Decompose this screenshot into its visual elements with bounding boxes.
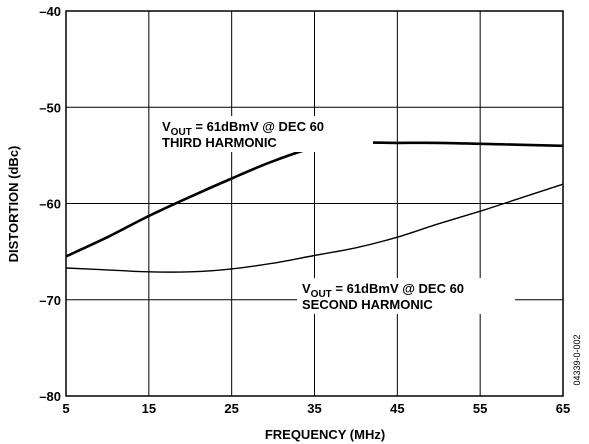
series-line-second-harmonic bbox=[65, 183, 564, 273]
second-harmonic-label-line1: VOUT = 61dBmV @ DEC 60 bbox=[302, 281, 464, 300]
tick-labels: 5 15 25 35 45 55 65 –80 –70 –60 –50 –40 bbox=[39, 4, 570, 416]
third-harmonic-label-bg bbox=[157, 116, 373, 152]
second-harmonic-label-line2: SECOND HARMONIC bbox=[302, 297, 433, 312]
y-axis-title: DISTORTION (dBc) bbox=[6, 146, 21, 263]
plot-frame bbox=[65, 10, 564, 397]
x-tick-label: 65 bbox=[556, 401, 570, 416]
third-harmonic-label: VOUT = 61dBmV @ DEC 60 THIRD HARMONIC bbox=[157, 116, 373, 152]
second-harmonic-label-suffix: = 61dBmV @ DEC 60 bbox=[332, 281, 464, 296]
x-tick-label: 35 bbox=[307, 401, 321, 416]
third-harmonic-label-subscript: OUT bbox=[171, 127, 192, 138]
y-tick-label: –40 bbox=[39, 4, 61, 19]
x-tick-label: 55 bbox=[473, 401, 487, 416]
second-harmonic-label-prefix: V bbox=[302, 281, 311, 296]
third-harmonic-label-line2: THIRD HARMONIC bbox=[162, 135, 277, 150]
y-tick-label: –50 bbox=[39, 100, 61, 115]
x-tick-label: 5 bbox=[62, 401, 69, 416]
figure-code: 04339-0-002 bbox=[572, 334, 582, 385]
x-tick-label: 25 bbox=[224, 401, 238, 416]
second-harmonic-label-bg bbox=[297, 278, 515, 314]
third-harmonic-label-line1: VOUT = 61dBmV @ DEC 60 bbox=[162, 119, 324, 138]
x-tick-label: 15 bbox=[142, 401, 156, 416]
third-harmonic-label-suffix: = 61dBmV @ DEC 60 bbox=[192, 119, 324, 134]
second-harmonic-label-subscript: OUT bbox=[311, 289, 332, 300]
third-harmonic-label-prefix: V bbox=[162, 119, 171, 134]
second-harmonic-label: VOUT = 61dBmV @ DEC 60 SECOND HARMONIC bbox=[297, 278, 515, 314]
y-tick-label: –70 bbox=[39, 293, 61, 308]
grid bbox=[66, 11, 563, 396]
x-tick-label: 45 bbox=[390, 401, 404, 416]
y-tick-label: –80 bbox=[39, 389, 61, 404]
x-axis-title: FREQUENCY (MHz) bbox=[265, 427, 385, 442]
y-tick-label: –60 bbox=[39, 197, 61, 212]
